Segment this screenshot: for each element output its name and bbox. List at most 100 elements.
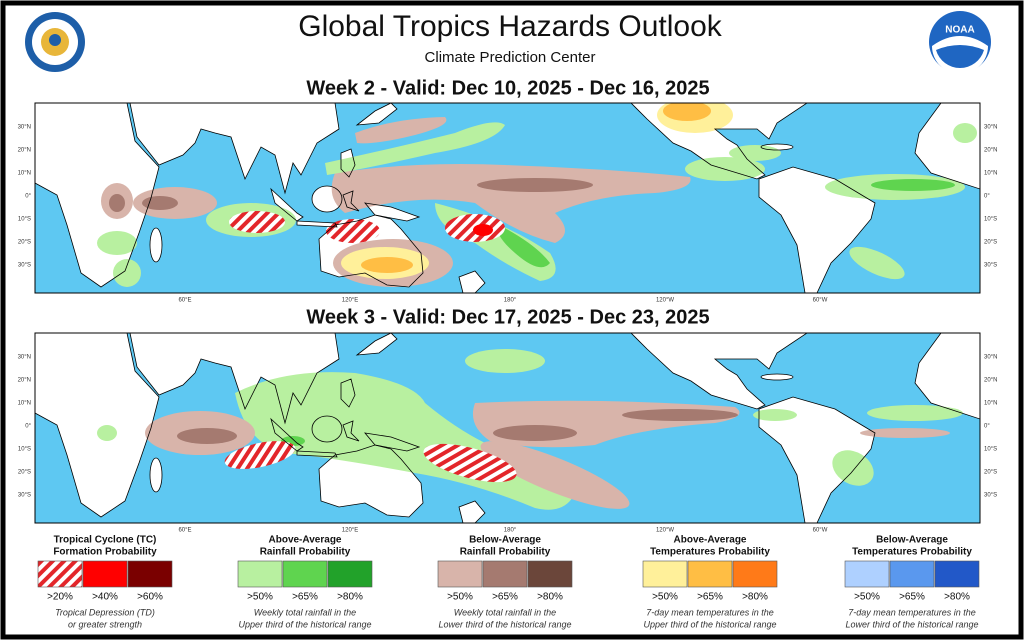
legend-note: Upper third of the historical range xyxy=(643,619,776,629)
legend-label: >80% xyxy=(742,592,768,603)
lon-label: 120°W xyxy=(656,528,674,534)
lat-label: 0° xyxy=(25,424,31,430)
hazard-b2 xyxy=(477,178,593,192)
lat-label: 0° xyxy=(984,424,990,430)
lon-label: 60°E xyxy=(178,298,191,304)
map-layer xyxy=(49,34,61,46)
lat-label: 20°S xyxy=(984,470,997,476)
doc-logo xyxy=(25,12,85,72)
hazard-y2 xyxy=(663,103,711,121)
hazard-b2 xyxy=(177,428,237,444)
legend-swatch xyxy=(642,560,688,588)
tc-area xyxy=(473,224,493,236)
lat-label: 20°S xyxy=(18,240,31,246)
hazard-b2 xyxy=(142,196,178,210)
hazard-b1 xyxy=(331,164,691,243)
map-layer: NOAA xyxy=(945,25,974,36)
legend-swatch xyxy=(844,560,890,588)
hazard-g1 xyxy=(867,405,963,421)
hazard-b1 xyxy=(355,117,447,144)
lat-label: 30°N xyxy=(984,125,997,131)
legend-note: Upper third of the historical range xyxy=(238,619,371,629)
legend-swatch xyxy=(732,560,778,588)
map-layer xyxy=(35,103,980,293)
legend-title: Temperatures Probability xyxy=(852,547,972,558)
hazard-y2 xyxy=(361,257,413,273)
legend-note: or greater strength xyxy=(68,619,142,629)
lon-label: 60°E xyxy=(178,528,191,534)
lat-label: 20°N xyxy=(18,148,31,154)
lon-label: 120°E xyxy=(342,528,358,534)
legend-swatch xyxy=(687,560,733,588)
hazard-g1 xyxy=(729,145,781,161)
lat-label: 30°S xyxy=(18,493,31,499)
legend-label: >50% xyxy=(447,592,473,603)
title: Global Tropics Hazards Outlook xyxy=(298,10,723,43)
tc-hatch xyxy=(423,443,517,483)
subtitle: Climate Prediction Center xyxy=(425,49,596,66)
legend-swatch xyxy=(127,560,173,588)
legend-swatch xyxy=(37,560,83,588)
lat-label: 20°S xyxy=(984,240,997,246)
legend-note: Weekly total rainfall in the xyxy=(454,607,556,617)
lon-label: 180° xyxy=(504,528,517,534)
legend-note: Tropical Depression (TD) xyxy=(55,607,155,617)
legend-label: >50% xyxy=(854,592,880,603)
lat-label: 30°N xyxy=(18,355,31,361)
legend-note: Lower third of the historical range xyxy=(438,619,571,629)
hazard-b1 xyxy=(480,441,630,509)
hazard-g1 xyxy=(97,425,117,441)
hazard-g1 xyxy=(113,259,141,287)
legend: Tropical Cyclone (TC)Formation Probabili… xyxy=(37,535,980,629)
lat-label: 10°S xyxy=(984,217,997,223)
lon-label: 60°W xyxy=(813,298,828,304)
lat-label: 10°S xyxy=(18,447,31,453)
legend-label: >80% xyxy=(537,592,563,603)
tc-hatch xyxy=(229,211,285,233)
legend-label: >65% xyxy=(492,592,518,603)
legend-label: >50% xyxy=(247,592,273,603)
legend-swatch xyxy=(934,560,980,588)
lat-label: 10°N xyxy=(18,401,31,407)
lon-label: 120°E xyxy=(342,298,358,304)
hazard-map-border xyxy=(34,332,981,524)
hazard-g1 xyxy=(953,123,977,143)
hazard-g1 xyxy=(97,231,137,255)
legend-note: Lower third of the historical range xyxy=(845,619,978,629)
lat-label: 30°S xyxy=(984,263,997,269)
legend-title: Rainfall Probability xyxy=(260,547,351,558)
lat-label: 10°N xyxy=(18,171,31,177)
legend-label: >80% xyxy=(337,592,363,603)
legend-label: >80% xyxy=(944,592,970,603)
hazard-g1 xyxy=(325,122,505,175)
legend-title: Rainfall Probability xyxy=(460,547,551,558)
map-layer xyxy=(936,45,984,69)
legend-swatch xyxy=(482,560,528,588)
map: 30°N 30°N 20°N 20°N 10°N 10°N 0° 0° 10°S 10°S 20°S… xyxy=(18,332,997,534)
hazard-b2 xyxy=(493,425,577,441)
map-layer xyxy=(35,333,980,523)
lat-label: 20°S xyxy=(18,470,31,476)
legend-swatch xyxy=(437,560,483,588)
legend-swatch xyxy=(282,560,328,588)
legend-swatch xyxy=(82,560,128,588)
lat-label: 20°N xyxy=(984,148,997,154)
lat-label: 10°N xyxy=(984,401,997,407)
hazard-g1 xyxy=(465,349,545,373)
legend-title: Below-Average xyxy=(469,535,541,546)
lat-label: 0° xyxy=(984,194,990,200)
lat-label: 20°N xyxy=(18,378,31,384)
hazard-g1 xyxy=(849,246,905,280)
legend-note: Weekly total rainfall in the xyxy=(254,607,356,617)
legend-label: >20% xyxy=(47,592,73,603)
hazard-map-border xyxy=(34,102,981,294)
legend-label: >65% xyxy=(899,592,925,603)
lon-label: 180° xyxy=(504,298,517,304)
legend-label: >40% xyxy=(92,592,118,603)
legend-label: >65% xyxy=(292,592,318,603)
hazard-g2 xyxy=(495,223,550,268)
legend-title: Formation Probability xyxy=(53,547,157,558)
lat-label: 10°S xyxy=(984,447,997,453)
legend-title: Tropical Cyclone (TC) xyxy=(54,535,157,546)
